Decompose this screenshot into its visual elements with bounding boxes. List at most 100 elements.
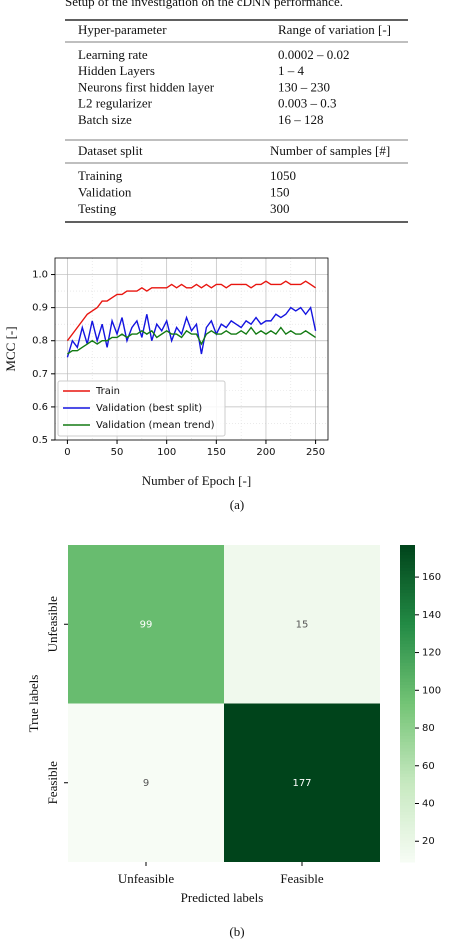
colorbar-segment <box>400 567 415 571</box>
colorbar-segment <box>400 693 415 698</box>
colorbar-segment <box>400 823 415 828</box>
x-tick-label: 50 <box>111 447 124 458</box>
colorbar-segment <box>400 808 415 812</box>
colorbar-segment <box>400 846 415 850</box>
table-cell: L2 regularizer <box>78 96 153 111</box>
colorbar-segment <box>400 649 415 654</box>
table-cell: Validation <box>78 184 132 199</box>
colorbar-segment <box>400 842 415 847</box>
colorbar-segment <box>400 811 415 815</box>
heatmap-cell <box>68 545 224 704</box>
legend-label: Validation (mean trend) <box>96 420 215 431</box>
colorbar-segment <box>400 586 415 590</box>
colorbar-segment <box>400 564 415 568</box>
colorbar-segment <box>400 636 415 641</box>
y-tick-label: 0.6 <box>32 402 48 413</box>
colorbar-segment <box>400 773 415 777</box>
colorbar-segment <box>400 665 415 670</box>
colorbar-segment <box>400 827 415 831</box>
y-axis-label: MCC [-] <box>3 326 18 371</box>
colorbar-segment <box>400 779 415 784</box>
colorbar-segment <box>400 570 415 575</box>
table-cell: Neurons first hidden layer <box>78 79 215 94</box>
colorbar-segment <box>400 728 415 733</box>
colorbar-segment <box>400 684 415 689</box>
colorbar-segment <box>400 849 415 853</box>
colorbar-segment <box>400 652 415 657</box>
colorbar-segment <box>400 735 415 739</box>
colorbar-segment <box>400 782 415 787</box>
colorbar-segment <box>400 598 415 603</box>
colorbar-segment <box>400 760 415 765</box>
colorbar-segment <box>400 646 415 651</box>
colorbar-segment <box>400 592 415 597</box>
heatmap-cell <box>68 703 224 862</box>
y-tick-label: 1.0 <box>32 270 48 281</box>
colorbar-segment <box>400 741 415 746</box>
plot-frame <box>54 257 329 441</box>
cell-value: 177 <box>292 778 311 789</box>
figure-caption: (b) <box>229 924 244 939</box>
legend-label: Train <box>95 386 120 397</box>
colorbar-segment <box>400 640 415 644</box>
table-caption: Setup of the investigation on the cDNN p… <box>65 0 343 9</box>
colorbar-segment <box>400 738 415 743</box>
colorbar-segment <box>400 833 415 838</box>
colorbar-tick-label: 160 <box>422 572 441 583</box>
x-tick-label: Feasible <box>280 871 324 886</box>
colorbar-segment <box>400 674 415 679</box>
y-axis-label: True labels <box>26 675 41 733</box>
data-line <box>67 326 316 355</box>
colorbar-segment <box>400 725 415 730</box>
colorbar-tick-label: 20 <box>422 836 435 847</box>
colorbar-segment <box>400 630 415 635</box>
colorbar-segment <box>400 690 415 695</box>
colorbar-segment <box>400 817 415 822</box>
heatmap-cell <box>224 703 380 862</box>
colorbar-segment <box>400 804 415 809</box>
colorbar-segment <box>400 668 415 673</box>
heatmap-cell <box>224 545 380 704</box>
table-cell: 130 – 230 <box>278 79 330 94</box>
colorbar-segment <box>400 662 415 666</box>
colorbar-tick-label: 80 <box>422 723 435 734</box>
colorbar-segment <box>400 792 415 796</box>
colorbar-segment <box>400 554 415 559</box>
colorbar-segment <box>400 855 415 860</box>
colorbar-segment <box>400 557 415 562</box>
colorbar-segment <box>400 703 415 708</box>
x-tick-label: 250 <box>306 447 325 458</box>
table-cell: Learning rate <box>78 47 148 62</box>
colorbar-segment <box>400 573 415 578</box>
table-cell: 16 – 128 <box>278 112 324 127</box>
colorbar-segment <box>400 595 415 600</box>
colorbar-segment <box>400 621 415 625</box>
colorbar-segment <box>400 754 415 758</box>
y-tick-label: 0.9 <box>32 303 48 314</box>
y-tick-label: 0.7 <box>32 369 48 380</box>
colorbar-tick-label: 40 <box>422 799 435 810</box>
colorbar-segment <box>400 757 415 762</box>
colorbar-segment <box>400 798 415 803</box>
colorbar-segment <box>400 614 415 619</box>
colorbar-segment <box>400 697 415 701</box>
colorbar-segment <box>400 633 415 638</box>
colorbar-segment <box>400 852 415 857</box>
table-cell: 150 <box>270 184 290 199</box>
table-cell: Hyper-parameter <box>78 22 167 37</box>
colorbar-segment <box>400 643 415 647</box>
colorbar-segment <box>400 766 415 771</box>
colorbar-segment <box>400 700 415 704</box>
colorbar-segment <box>400 713 415 717</box>
colorbar-segment <box>400 545 415 549</box>
data-line <box>66 305 317 358</box>
colorbar-segment <box>400 789 415 793</box>
colorbar-segment <box>400 605 415 609</box>
table-cell: Dataset split <box>78 143 143 158</box>
colorbar-segment <box>400 611 415 616</box>
colorbar-segment <box>400 583 415 587</box>
colorbar-segment <box>400 624 415 628</box>
colorbar-segment <box>400 576 415 581</box>
colorbar-segment <box>400 706 415 711</box>
